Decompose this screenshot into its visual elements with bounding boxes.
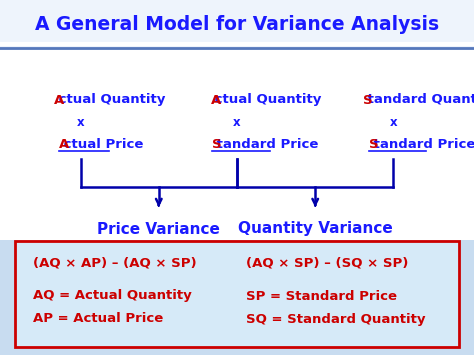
Text: ctual Quantity: ctual Quantity	[54, 93, 165, 106]
Text: AQ = Actual Quantity: AQ = Actual Quantity	[33, 289, 192, 302]
Text: S: S	[364, 93, 373, 106]
Text: A: A	[210, 93, 221, 106]
Text: tandard Price: tandard Price	[212, 138, 319, 152]
Text: (AQ × SP) – (SQ × SP): (AQ × SP) – (SQ × SP)	[246, 257, 409, 269]
Text: A: A	[54, 93, 64, 106]
Text: ctual Price: ctual Price	[59, 138, 144, 152]
Text: Price Variance: Price Variance	[97, 222, 220, 236]
Text: x: x	[233, 116, 241, 130]
Text: x: x	[390, 116, 397, 130]
Bar	[0, 50, 474, 240]
Text: A: A	[59, 138, 70, 152]
Text: AP = Actual Price: AP = Actual Price	[33, 312, 163, 326]
Text: x: x	[77, 116, 84, 130]
Text: A General Model for Variance Analysis: A General Model for Variance Analysis	[35, 16, 439, 34]
Text: Quantity Variance: Quantity Variance	[238, 222, 392, 236]
Bar	[0, 0, 474, 50]
Bar	[15, 241, 459, 347]
Text: SQ = Standard Quantity: SQ = Standard Quantity	[246, 312, 426, 326]
Text: ctual Quantity: ctual Quantity	[210, 93, 322, 106]
Text: tandard Quantity: tandard Quantity	[364, 93, 474, 106]
Text: tandard Price: tandard Price	[369, 138, 474, 152]
Text: SP = Standard Price: SP = Standard Price	[246, 289, 398, 302]
Text: (AQ × AP) – (AQ × SP): (AQ × AP) – (AQ × SP)	[33, 257, 197, 269]
Text: S: S	[212, 138, 222, 152]
Text: S: S	[369, 138, 378, 152]
